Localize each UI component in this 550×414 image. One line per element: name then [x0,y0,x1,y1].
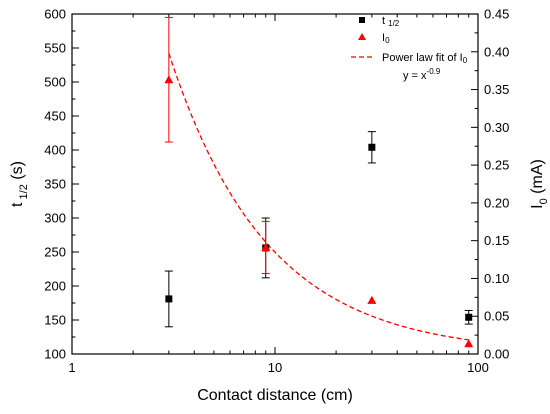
data-point-triangle [164,75,174,84]
legend-label-fit: Power law fit of I0 [382,52,468,65]
y-left-tick-label: 100 [44,347,66,362]
y-left-tick-label: 300 [44,211,66,226]
data-point-square [368,143,376,151]
x-axis-title: Contact distance (cm) [197,387,353,404]
legend-label-i0: I0 [382,32,390,45]
x-tick-label: 1 [68,360,75,375]
data-layer [164,16,474,348]
y-right-tick-label: 0.25 [484,158,509,173]
y-right-tick-label: 0.05 [484,309,509,324]
y-right-tick-label: 0.45 [484,7,509,22]
y-right-tick-label: 0.15 [484,233,509,248]
y-left-axis-title: t 1/2 (s) [9,161,30,207]
data-point-triangle [367,295,377,304]
legend-marker-triangle [358,33,366,40]
data-point-triangle [464,339,474,348]
x-tick-label: 100 [467,360,489,375]
y-left-tick-label: 550 [44,41,66,56]
axes: 1 10 100 100 150 200 250 300 350 400 450 500 550 600 0… [9,7,550,405]
y-left-tick-label: 250 [44,245,66,260]
plot-frame [71,13,479,355]
y-right-tick-label: 0.10 [484,271,509,286]
y-left-tick-label: 150 [44,313,66,328]
data-point-triangle [261,242,271,251]
fit-curve [168,53,469,341]
fit-layer [168,53,469,341]
y-left-tick-label: 600 [44,7,66,22]
legend: t 1/2 I0 Power law fit of I0 y = x-0.9 [351,15,468,82]
y-left-tick-label: 450 [44,109,66,124]
y-right-tick-label: 0.40 [484,44,509,59]
legend-fit-equation: y = x-0.9 [403,67,441,82]
x-tick-label: 10 [268,360,282,375]
y-left-tick-label: 200 [44,279,66,294]
data-point-square [165,295,173,303]
y-right-tick-label: 0.30 [484,120,509,135]
y-left-tick-label: 400 [44,143,66,158]
y-left-tick-label: 350 [44,177,66,192]
y-left-tick-label: 500 [44,75,66,90]
y-right-tick-label: 0.00 [484,347,509,362]
legend-marker-square [359,17,365,23]
legend-label-t-half: t 1/2 [382,15,400,28]
y-right-tick-label: 0.35 [484,82,509,97]
data-point-square [465,313,473,321]
y-right-tick-label: 0.20 [484,195,509,210]
y-right-axis-title: I0 (mA) [529,159,550,209]
